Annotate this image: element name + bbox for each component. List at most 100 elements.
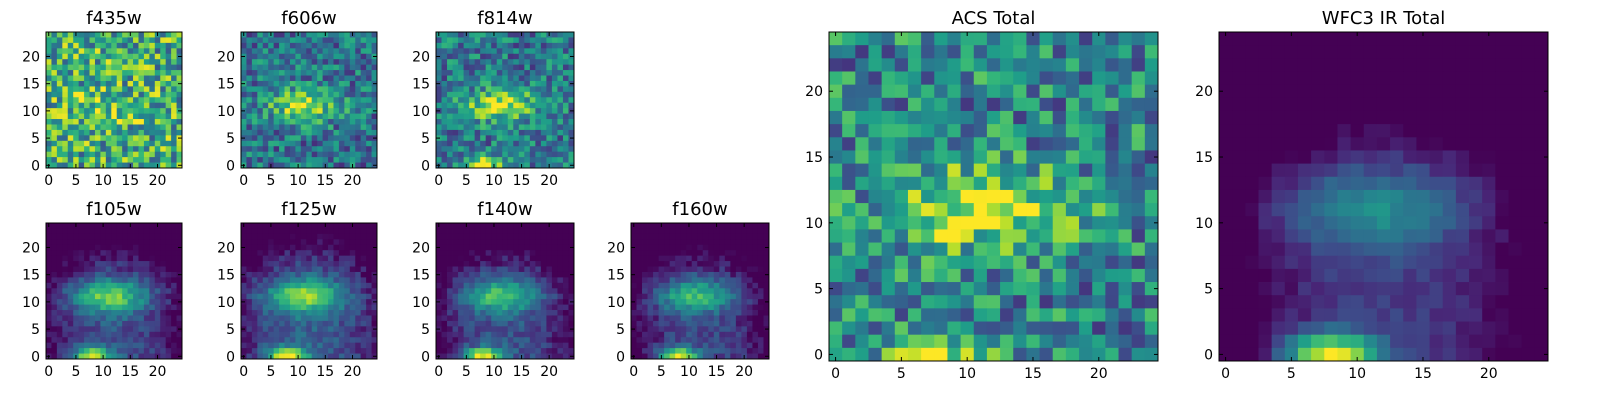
- heatmap-cell: [51, 271, 58, 278]
- heatmap-cell: [436, 140, 442, 147]
- heatmap-cell: [251, 59, 258, 66]
- heatmap-cell: [636, 315, 643, 322]
- heatmap-cell: [447, 64, 453, 71]
- heatmap-cell: [562, 304, 569, 311]
- heatmap-cell: [371, 261, 378, 267]
- heatmap-cell: [67, 255, 74, 262]
- heatmap-cell: [551, 228, 558, 235]
- heatmap-cell: [306, 59, 313, 66]
- heatmap-cell: [355, 146, 362, 153]
- heatmap-cell: [568, 59, 575, 66]
- heatmap-cell: [469, 337, 476, 344]
- heatmap-cell: [143, 75, 150, 82]
- heatmap-cell: [284, 331, 291, 338]
- heatmap-cell: [1105, 189, 1119, 204]
- heatmap-cell: [160, 342, 167, 349]
- heatmap-cell: [105, 331, 112, 338]
- heatmap-cell: [46, 315, 52, 322]
- heatmap-cell: [366, 304, 372, 311]
- heatmap-cell: [535, 70, 542, 76]
- axes-frame: [240, 222, 378, 360]
- heatmap-cell: [540, 223, 547, 229]
- heatmap-cell: [480, 129, 487, 136]
- heatmap-cell: [502, 91, 509, 98]
- heatmap-cell: [463, 282, 470, 289]
- heatmap-cell: [165, 299, 172, 305]
- heatmap-cell: [947, 150, 961, 164]
- heatmap-cell: [730, 282, 737, 289]
- heatmap-cell: [338, 353, 345, 360]
- heatmap-cell: [165, 244, 172, 251]
- heatmap-cell: [502, 53, 509, 60]
- heatmap-cell: [56, 348, 63, 354]
- heatmap-cell: [529, 53, 536, 60]
- heatmap-cell: [735, 320, 742, 327]
- heatmap-cell: [713, 299, 720, 305]
- heatmap-cell: [333, 282, 340, 289]
- heatmap-cell: [262, 80, 269, 87]
- heatmap-cell: [474, 119, 481, 125]
- heatmap-cell: [116, 70, 123, 76]
- heatmap-cell: [513, 277, 520, 284]
- heatmap-cell: [143, 48, 150, 55]
- heatmap-cell: [1131, 84, 1146, 99]
- heatmap-cell: [480, 146, 487, 153]
- heatmap-cell: [562, 91, 569, 98]
- heatmap-cell: [268, 146, 275, 153]
- heatmap-cell: [496, 53, 503, 60]
- heatmap-cell: [829, 229, 843, 243]
- heatmap-cell: [116, 113, 123, 120]
- heatmap-cell: [960, 58, 975, 72]
- heatmap-cell: [540, 228, 547, 235]
- heatmap-cell: [349, 59, 356, 66]
- heatmap-cell: [279, 70, 285, 76]
- heatmap-cell: [496, 239, 503, 246]
- heatmap-cell: [986, 32, 1001, 46]
- heatmap-cell: [636, 228, 643, 235]
- x-tick-label: 10: [94, 173, 112, 189]
- heatmap-cell: [524, 255, 531, 262]
- heatmap-cell: [78, 277, 85, 284]
- heatmap-cell: [708, 266, 715, 273]
- heatmap-cell: [741, 277, 748, 284]
- heatmap-cell: [94, 146, 101, 153]
- heatmap-cell: [317, 239, 323, 246]
- heatmap-cell: [491, 86, 498, 93]
- heatmap-cell: [436, 124, 442, 131]
- heatmap-cell: [46, 113, 52, 120]
- heatmap-cell: [469, 140, 476, 147]
- heatmap-cell: [333, 250, 340, 257]
- heatmap-cell: [436, 255, 442, 262]
- heatmap-cell: [138, 129, 145, 136]
- heatmap-cell: [491, 102, 498, 109]
- heatmap-cell: [441, 348, 448, 354]
- heatmap-cell: [100, 320, 107, 327]
- heatmap-cell: [447, 75, 453, 82]
- heatmap-cell: [279, 282, 285, 289]
- heatmap-cell: [160, 37, 167, 44]
- heatmap-cell: [702, 293, 709, 300]
- heatmap-cell: [127, 331, 134, 338]
- heatmap-cell: [262, 129, 269, 136]
- heatmap-cell: [333, 304, 340, 311]
- heatmap-cell: [349, 293, 356, 300]
- heatmap-cell: [469, 162, 476, 169]
- heatmap-cell: [84, 277, 90, 284]
- heatmap-cell: [921, 137, 935, 151]
- heatmap-cell: [842, 189, 856, 204]
- heatmap-cell: [960, 71, 975, 86]
- heatmap-cell: [300, 293, 307, 300]
- heatmap-cell: [1065, 150, 1080, 164]
- heatmap-cell: [496, 97, 503, 104]
- heatmap-cell: [89, 304, 96, 311]
- heatmap-cell: [268, 75, 275, 82]
- heatmap-cell: [568, 348, 575, 354]
- heatmap-cell: [176, 146, 183, 153]
- heatmap-cell: [56, 223, 63, 229]
- heatmap-cell: [447, 337, 453, 344]
- heatmap-cell: [557, 64, 564, 71]
- heatmap-cell: [279, 86, 285, 93]
- heatmap-cell: [317, 124, 323, 131]
- heatmap-cell: [480, 304, 487, 311]
- heatmap-cell: [246, 124, 253, 131]
